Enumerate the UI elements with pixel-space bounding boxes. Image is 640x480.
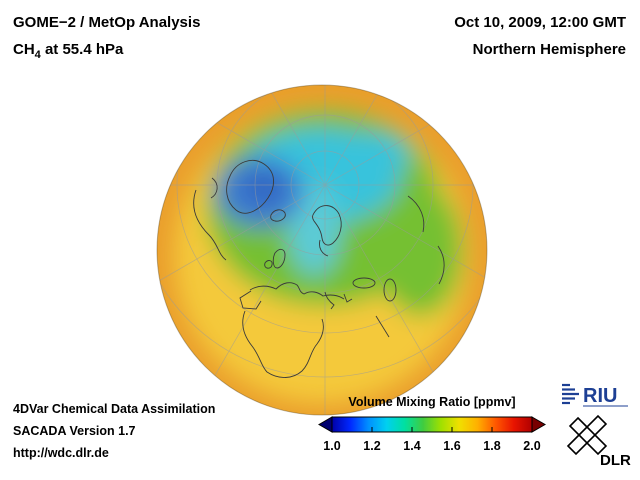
dlr-text: DLR <box>600 452 631 468</box>
datetime-label: Oct 10, 2009, 12:00 GMT <box>454 14 626 31</box>
tick-label-1: 1.0 <box>323 439 341 453</box>
pressure-level: at 55.4 hPa <box>40 41 124 58</box>
tick-label-3: 1.4 <box>403 439 421 453</box>
region-label: Northern Hemisphere <box>472 41 626 58</box>
coastlines <box>193 160 445 378</box>
colorbar-scale <box>318 416 546 433</box>
colorbar-title: Volume Mixing Ratio [ppmv] <box>348 395 516 409</box>
colorbar-over-arrow <box>531 416 546 433</box>
header-right: Oct 10, 2009, 12:00 GMT Northern Hemisph… <box>454 9 626 63</box>
species-subscript: 4 <box>34 49 41 61</box>
colorbar-under-arrow <box>318 416 333 433</box>
colorbar-bar <box>331 416 533 433</box>
credits: 4DVar Chemical Data Assimilation SACADA … <box>13 398 215 464</box>
tick-label-6: 2.0 <box>523 439 541 453</box>
tick-label-5: 1.8 <box>483 439 501 453</box>
globe-limb <box>156 84 488 416</box>
colorbar-tickmarks <box>371 427 493 432</box>
colorbar: Volume Mixing Ratio [ppmv] 1.0 1.2 1.4 1… <box>318 395 546 459</box>
tick-label-2: 1.2 <box>363 439 381 453</box>
species-symbol: CH <box>13 41 35 58</box>
hemisphere-map <box>156 84 488 416</box>
dlr-logo: DLR <box>566 414 631 468</box>
riu-logo-stripes <box>562 383 579 405</box>
tick-label-4: 1.6 <box>443 439 461 453</box>
credit-url: http://wdc.dlr.de <box>13 446 109 460</box>
dlr-emblem <box>566 414 608 456</box>
credit-line-1: 4DVar Chemical Data Assimilation <box>13 402 216 416</box>
riu-text: RIU <box>583 385 617 407</box>
header-left: GOME−2 / MetOp Analysis CH4 at 55.4 hPa <box>13 9 200 69</box>
product-title: GOME−2 / MetOp Analysis <box>13 14 201 31</box>
species-level: CH4 at 55.4 hPa <box>13 36 200 69</box>
credit-line-2: SACADA Version 1.7 <box>13 424 136 438</box>
riu-logo: RIU <box>562 383 628 407</box>
